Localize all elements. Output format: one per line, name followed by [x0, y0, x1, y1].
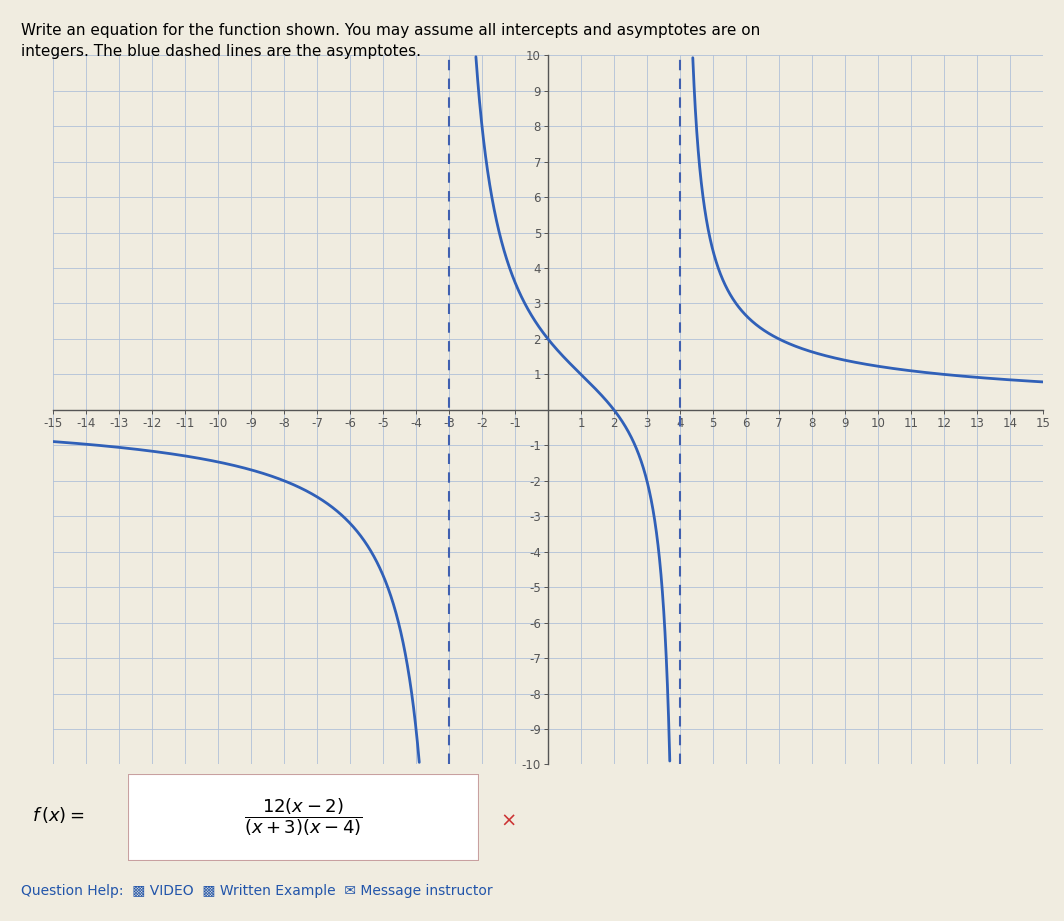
FancyBboxPatch shape: [128, 774, 479, 861]
Text: Write an equation for the function shown. You may assume all intercepts and asym: Write an equation for the function shown…: [21, 23, 761, 38]
Text: $f\,(x) =$: $f\,(x) =$: [32, 805, 84, 825]
Text: $\times$: $\times$: [500, 810, 516, 829]
Text: integers. The blue dashed lines are the asymptotes.: integers. The blue dashed lines are the …: [21, 44, 421, 59]
Text: Question Help:  ▩ VIDEO  ▩ Written Example  ✉ Message instructor: Question Help: ▩ VIDEO ▩ Written Example…: [21, 884, 493, 898]
Text: $\dfrac{12(x-2)}{(x+3)(x-4)}$: $\dfrac{12(x-2)}{(x+3)(x-4)}$: [244, 797, 363, 838]
